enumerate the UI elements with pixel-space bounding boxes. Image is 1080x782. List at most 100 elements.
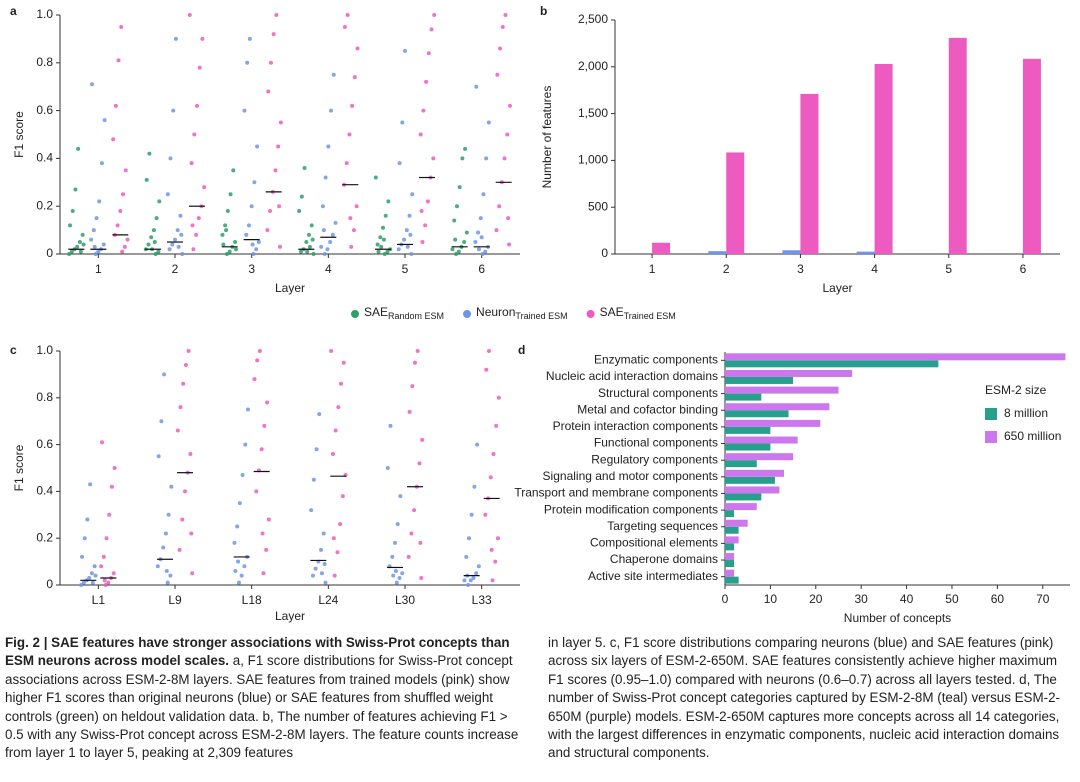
- data-point: [109, 484, 114, 489]
- data-point: [242, 108, 247, 113]
- data-point: [240, 473, 245, 478]
- data-point: [68, 223, 73, 228]
- data-point: [383, 213, 388, 218]
- caption-title: Fig. 2 | SAE features have stronger asso…: [5, 635, 510, 669]
- data-point: [495, 72, 500, 77]
- data-point: [329, 108, 334, 113]
- data-point: [498, 46, 503, 51]
- y-tick-label: 1,500: [578, 106, 608, 120]
- data-point: [111, 571, 116, 576]
- data-point: [167, 247, 172, 252]
- data-point: [116, 58, 121, 63]
- data-point: [168, 156, 173, 161]
- data-point: [245, 60, 250, 65]
- data-point: [93, 252, 98, 256]
- data-point: [268, 208, 273, 213]
- data-point: [121, 192, 126, 197]
- data-point: [468, 578, 473, 583]
- data-point: [378, 235, 383, 240]
- data-point: [310, 573, 315, 578]
- data-point: [454, 204, 459, 209]
- data-point: [189, 161, 194, 166]
- data-point: [400, 120, 405, 125]
- legend-marker: [463, 310, 472, 318]
- caption-left: Fig. 2 | SAE features have stronger asso…: [5, 634, 525, 763]
- data-point: [330, 232, 335, 237]
- data-point: [161, 545, 166, 550]
- x-tick-label: 3: [248, 262, 255, 276]
- x-tick-label: 1: [649, 262, 656, 276]
- x-tick-label: L24: [318, 593, 338, 607]
- y-tick-label: 0.2: [36, 530, 53, 544]
- y-tick-label: Compositional elements: [590, 536, 718, 550]
- data-point: [488, 475, 493, 480]
- data-point: [173, 237, 177, 242]
- data-point: [90, 82, 95, 87]
- data-point: [246, 223, 251, 228]
- y-tick-label: Chaperone domains: [610, 552, 718, 566]
- data-point: [309, 223, 314, 228]
- data-point: [254, 489, 259, 494]
- data-point: [103, 583, 108, 587]
- data-point: [254, 247, 259, 252]
- y-tick-label: Signaling and motor components: [543, 469, 718, 483]
- data-point: [69, 249, 74, 254]
- data-point: [483, 249, 488, 254]
- data-point: [484, 156, 489, 161]
- data-point: [478, 216, 483, 221]
- data-point: [155, 564, 160, 569]
- bar: [800, 93, 819, 254]
- data-point: [404, 228, 409, 233]
- data-point: [397, 575, 402, 580]
- bar: [725, 553, 735, 561]
- legend-label: NeuronTrained ESM: [476, 305, 568, 321]
- legend-label: 650 million: [1004, 429, 1061, 443]
- data-point: [322, 252, 327, 256]
- data-point: [265, 400, 270, 405]
- data-point: [265, 228, 270, 233]
- data-point: [471, 575, 476, 580]
- data-point: [99, 564, 104, 569]
- y-tick-label: 1.0: [36, 343, 53, 357]
- legend-name: SAE: [600, 305, 624, 319]
- data-point: [247, 36, 252, 41]
- data-point: [394, 580, 399, 585]
- data-point: [309, 508, 314, 513]
- data-point: [197, 65, 202, 70]
- data-point: [196, 216, 201, 221]
- data-point: [81, 242, 86, 247]
- data-point: [425, 199, 430, 204]
- data-point: [102, 578, 107, 583]
- data-point: [251, 252, 256, 256]
- data-point: [149, 235, 154, 240]
- legend-marker: [351, 310, 359, 318]
- data-point: [277, 204, 282, 209]
- data-point: [224, 228, 229, 233]
- data-point: [321, 531, 326, 536]
- data-point: [264, 547, 269, 552]
- y-tick-label: Structural components: [598, 386, 718, 400]
- data-point: [268, 60, 273, 65]
- x-tick-label: 4: [871, 262, 878, 276]
- legend-subscript: Trained ESM: [515, 311, 567, 321]
- data-point: [413, 360, 417, 365]
- data-point: [321, 228, 326, 233]
- y-tick-label: 1.0: [36, 7, 53, 21]
- data-point: [403, 48, 407, 53]
- data-point: [417, 461, 422, 466]
- bar: [725, 486, 780, 494]
- data-point: [101, 554, 106, 559]
- data-point: [476, 564, 481, 569]
- y-tick-label: Functional components: [594, 436, 718, 450]
- data-point: [175, 228, 180, 233]
- bar: [856, 251, 875, 254]
- data-point: [250, 242, 255, 247]
- data-point: [463, 146, 468, 151]
- data-point: [178, 405, 183, 410]
- data-point: [168, 573, 173, 578]
- data-point: [106, 580, 111, 585]
- data-point: [486, 349, 491, 353]
- data-point: [256, 240, 261, 245]
- y-tick-label: 0.8: [36, 55, 53, 69]
- data-point: [481, 192, 486, 197]
